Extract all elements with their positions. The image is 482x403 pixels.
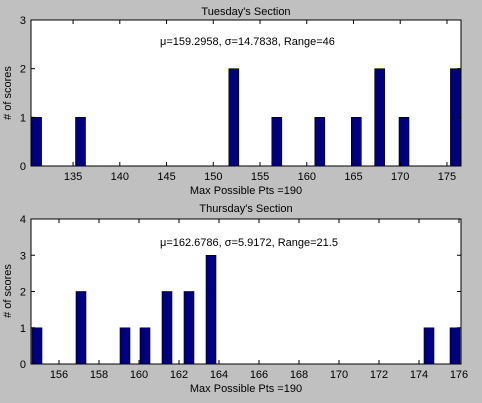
x-tick-label: 172 [370,369,388,381]
histogram-bar [350,117,362,167]
stats-annotation: μ=159.2958, σ=14.7838, Range=46 [160,36,335,48]
histogram-bar [314,117,326,167]
histogram-bar [423,327,435,365]
y-tick-label: 2 [20,64,26,76]
histogram-bar [31,117,42,167]
histogram-bar [271,117,283,167]
thursday-histogram: Thursday's Section Max Possible Pts =190… [2,203,468,395]
x-tick-label: 162 [170,369,188,381]
histogram-bar [228,68,240,167]
x-tick-label: 170 [330,369,348,381]
y-tick-label: 3 [20,250,26,262]
plot-area [30,19,462,167]
histogram-bar [31,327,43,365]
histogram-bar [183,291,195,365]
histogram-bar [398,117,410,167]
chart-title: Tuesday's Section [201,6,290,18]
histogram-bar [139,327,151,365]
y-tick-label: 3 [20,15,26,27]
histogram-bar [205,255,217,365]
tuesday-histogram: Tuesday's Section Max Possible Pts =190 … [2,6,462,197]
histogram-bar [161,291,173,365]
histogram-bar [75,117,86,167]
x-axis-label: Max Possible Pts =190 [190,185,302,197]
histogram-bar [119,327,131,365]
stats-annotation: μ=162.6786, σ=5.9172, Range=21.5 [160,237,338,249]
y-tick-label: 1 [20,112,26,124]
x-tick-label: 150 [204,171,222,183]
x-tick-label: 160 [130,369,148,381]
x-tick-label: 168 [290,369,308,381]
x-tick-label: 170 [391,171,409,183]
x-tick-label: 156 [50,369,68,381]
y-tick-label: 2 [20,287,26,299]
y-tick-label: 0 [20,359,26,371]
y-tick-label: 4 [20,214,26,226]
x-tick-label: 166 [250,369,268,381]
x-tick-label: 174 [410,369,428,381]
x-tick-label: 155 [251,171,269,183]
chart-title: Thursday's Section [199,203,292,215]
y-tick-label: 0 [20,161,26,173]
histogram-bar [75,291,87,365]
x-axis-label: Max Possible Pts =190 [190,383,302,395]
x-tick-label: 165 [344,171,362,183]
x-tick-label: 160 [298,171,316,183]
histogram-bar [449,327,461,365]
x-tick-label: 140 [111,171,129,183]
histogram-bar [374,68,386,167]
y-axis-label: # of scores [2,264,14,318]
x-tick-label: 175 [438,171,456,183]
x-tick-label: 164 [210,369,228,381]
y-axis-label: # of scores [2,66,14,120]
x-tick-label: 176 [450,369,468,381]
y-tick-label: 1 [20,323,26,335]
x-tick-label: 145 [157,171,175,183]
x-tick-label: 158 [90,369,108,381]
x-tick-label: 135 [64,171,82,183]
